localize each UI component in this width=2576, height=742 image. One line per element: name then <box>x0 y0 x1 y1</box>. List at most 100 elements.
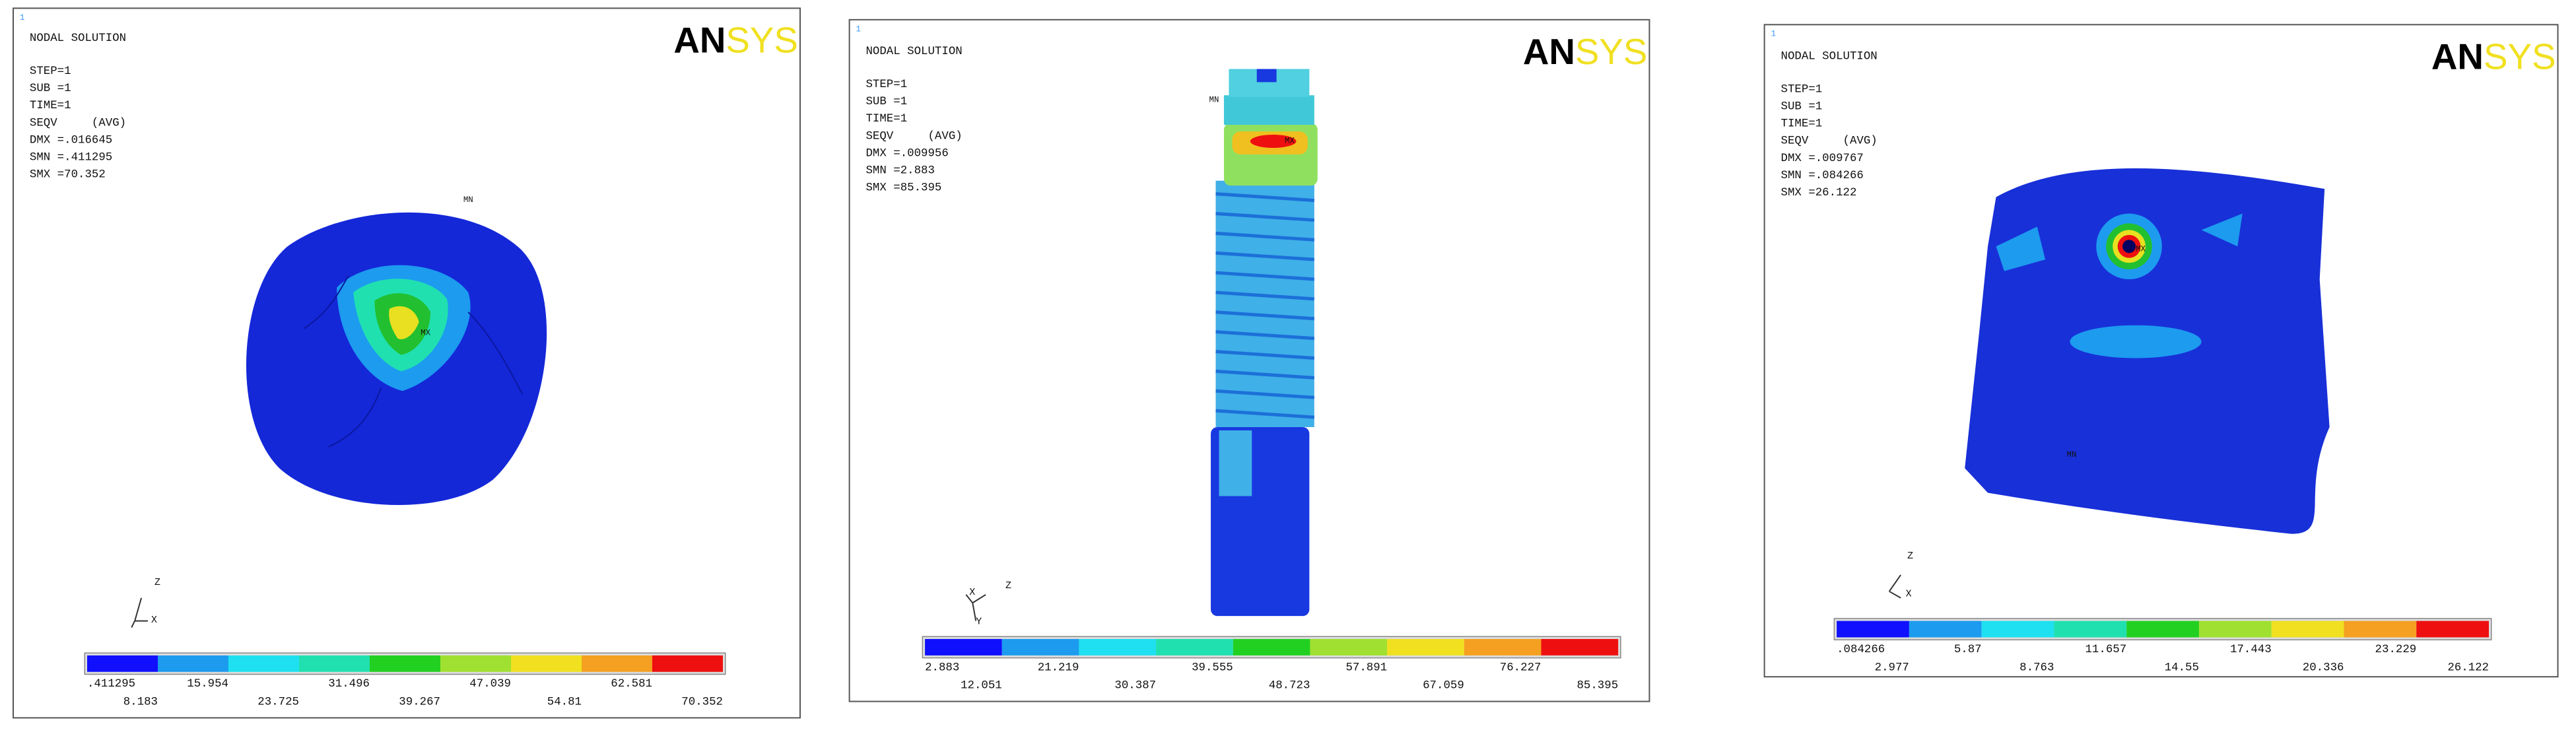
solution-info: SMX =85.395 <box>865 182 941 195</box>
legend-swatch <box>1837 621 1909 638</box>
node-annotation: MN <box>1209 95 1219 104</box>
mesh-body <box>1223 95 1314 125</box>
logo: ANSYS <box>2431 36 2556 77</box>
legend-swatch <box>652 655 723 672</box>
solution-info: SMX =70.352 <box>30 169 106 182</box>
solution-info: STEP=1 <box>1781 83 1823 96</box>
legend-label: 62.581 <box>611 678 652 691</box>
legend-swatch <box>1310 638 1388 656</box>
logo-sys: SYS <box>2484 36 2556 77</box>
legend-swatch <box>2198 621 2272 638</box>
legend-swatch <box>440 655 511 672</box>
legend-swatch <box>581 655 652 672</box>
logo-sys: SYS <box>1575 31 1648 72</box>
solution-info: SUB =1 <box>865 96 907 108</box>
legend-swatch <box>2054 621 2127 638</box>
legend-label: 23.229 <box>2375 644 2417 656</box>
legend-label: 15.954 <box>187 678 228 691</box>
legend-label: 21.219 <box>1038 661 1079 674</box>
legend-label: 70.352 <box>681 696 723 709</box>
logo-an: AN <box>673 20 726 61</box>
legend-swatch <box>1909 621 1982 638</box>
legend-label: 85.395 <box>1576 680 1618 692</box>
axis-label: Z <box>154 578 160 588</box>
solution-info: SMX =26.122 <box>1781 187 1857 199</box>
legend-swatch <box>1541 638 1619 656</box>
legend-label: 47.039 <box>469 678 511 691</box>
node-annotation: MN <box>463 195 473 205</box>
legend-swatch <box>1156 638 1233 656</box>
legend-label: 23.725 <box>257 696 299 709</box>
legend-swatch <box>925 638 1002 656</box>
solution-info: SEQV (AVG) <box>30 117 126 129</box>
logo-sys: SYS <box>726 20 798 61</box>
model-bone <box>1965 168 2330 534</box>
axis-label: X <box>151 615 157 626</box>
legend-label: .411295 <box>87 678 135 691</box>
legend-swatch <box>228 655 299 672</box>
legend-swatch <box>1079 638 1157 656</box>
axis-label: X <box>969 588 975 598</box>
legend-swatch <box>2271 621 2344 638</box>
axis-label: Z <box>1907 551 1913 562</box>
axis-label: Y <box>976 617 982 628</box>
solution-info: SMN =.084266 <box>1781 170 1864 182</box>
solution-info: STEP=1 <box>30 65 71 78</box>
logo: ANSYS <box>1523 31 1648 72</box>
solution-info: TIME=1 <box>865 113 907 125</box>
legend-label: 8.763 <box>2019 661 2054 674</box>
legend-label: 54.81 <box>547 696 582 709</box>
legend-label: 30.387 <box>1114 680 1156 692</box>
stress-zone <box>1219 430 1252 496</box>
solution-info: SMN =.411295 <box>30 152 112 164</box>
panel-title: NODAL SOLUTION <box>30 32 126 45</box>
legend-label: 2.977 <box>1875 661 1909 674</box>
legend-swatch <box>298 655 370 672</box>
panel-title: NODAL SOLUTION <box>1781 51 1878 63</box>
legend-label: 17.443 <box>2230 644 2272 656</box>
legend-swatch <box>510 655 582 672</box>
solution-info: SEQV (AVG) <box>865 130 962 143</box>
node-annotation: MX <box>1285 136 1295 145</box>
mesh-edge <box>303 275 524 448</box>
node-annotation: MN <box>2066 450 2076 459</box>
solution-info: SEQV (AVG) <box>1781 135 1878 148</box>
stress-zone <box>1256 69 1277 83</box>
solution-info: SUB =1 <box>30 83 71 95</box>
logo: ANSYS <box>673 20 798 61</box>
legend-label: 67.059 <box>1423 680 1464 692</box>
legend-swatch <box>1464 638 1542 656</box>
panel-index: 1 <box>856 24 861 34</box>
legend-swatch <box>157 655 228 672</box>
legend-swatch <box>2344 621 2417 638</box>
node-annotation: MX <box>2136 245 2146 254</box>
legend-label: 11.657 <box>2085 644 2126 656</box>
legend-label: 39.267 <box>399 696 440 709</box>
solution-info: STEP=1 <box>865 79 907 91</box>
stress-zone <box>389 306 419 339</box>
legend-swatch <box>2126 621 2199 638</box>
solution-info: DMX =.009767 <box>1781 152 1864 165</box>
panel-index: 1 <box>1771 30 1776 39</box>
mesh-body <box>1215 180 1314 427</box>
solution-info: DMX =.016645 <box>30 134 112 147</box>
logo-an: AN <box>1523 31 1575 72</box>
legend-label: 2.883 <box>925 661 959 674</box>
legend-swatch <box>1001 638 1079 656</box>
stress-zone <box>1996 213 2243 271</box>
node-annotation: MX <box>421 329 430 338</box>
legend-swatch <box>86 655 158 672</box>
stress-zone <box>2122 240 2136 253</box>
panel-title: NODAL SOLUTION <box>865 46 962 58</box>
threads <box>1215 192 1314 419</box>
legend-label: 48.723 <box>1269 680 1310 692</box>
legend-swatch <box>369 655 440 672</box>
legend-swatch <box>1981 621 2054 638</box>
legend-label: 14.55 <box>2165 661 2199 674</box>
legend-label: 5.87 <box>1954 644 1982 656</box>
legend-swatch <box>1233 638 1310 656</box>
legend-swatch <box>2416 621 2490 638</box>
legend-label: 8.183 <box>123 696 158 709</box>
axis-label: Z <box>1005 581 1011 591</box>
